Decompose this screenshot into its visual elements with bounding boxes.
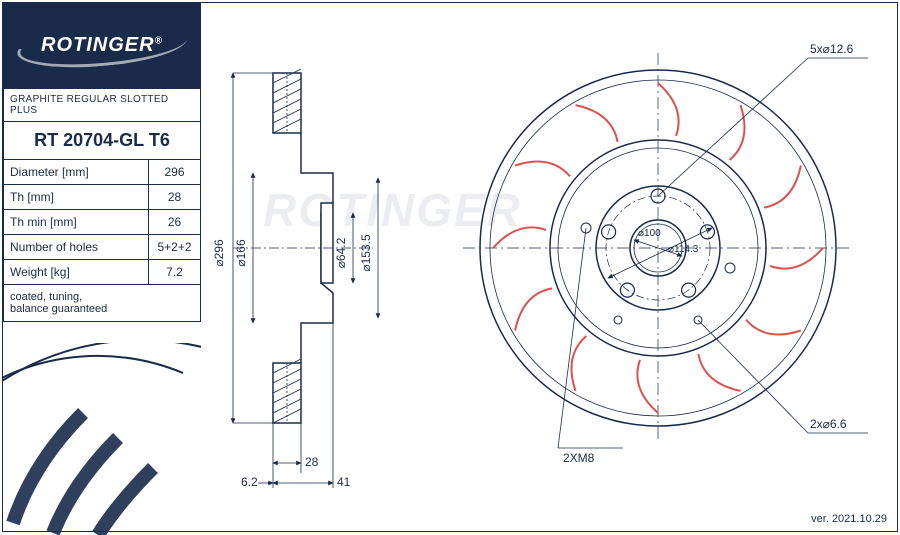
- spec-table: GRAPHITE REGULAR SLOTTED PLUS RT 20704-G…: [3, 88, 201, 322]
- spec-value: 5+2+2: [149, 235, 201, 260]
- spec-value: 28: [149, 185, 201, 210]
- dim-28: 28: [305, 455, 319, 469]
- spec-label: Th [mm]: [4, 185, 149, 210]
- notes-text: coated, tuning, balance guaranteed: [4, 285, 201, 322]
- front-view: 5x⌀12.6 2x⌀6.6 2XM8 ⌀100 ⌀114.3: [463, 42, 868, 465]
- dim-d153: ⌀153.5: [359, 234, 373, 272]
- spec-label: Th min [mm]: [4, 210, 149, 235]
- dim-d296: ⌀296: [212, 239, 226, 267]
- spec-value: 7.2: [149, 260, 201, 285]
- corner-decoration: [3, 343, 201, 535]
- spec-row: Weight [kg]7.2: [4, 260, 201, 285]
- drawing-frame: ROTINGER® GRAPHITE REGULAR SLOTTED PLUS …: [2, 2, 898, 532]
- spec-label: Diameter [mm]: [4, 160, 149, 185]
- part-row: RT 20704-GL T6: [4, 122, 201, 160]
- callout-d100: ⌀100: [638, 228, 661, 239]
- part-number: RT 20704-GL T6: [4, 122, 201, 160]
- spec-value: 296: [149, 160, 201, 185]
- spec-row: Number of holes5+2+2: [4, 235, 201, 260]
- callout-bolt: 5x⌀12.6: [810, 42, 854, 56]
- series-label: GRAPHITE REGULAR SLOTTED PLUS: [4, 89, 201, 122]
- dim-6-2: 6.2: [241, 475, 258, 489]
- callout-6-6: 2x⌀6.6: [810, 417, 847, 431]
- spec-value: 26: [149, 210, 201, 235]
- callout-d114: ⌀114.3: [668, 244, 699, 255]
- spec-row: Diameter [mm]296: [4, 160, 201, 185]
- dim-d64: ⌀64.2: [334, 237, 348, 268]
- dim-41: 41: [337, 475, 351, 489]
- spec-row: Th [mm]28: [4, 185, 201, 210]
- technical-drawing: ⌀296 ⌀166 ⌀64.2 ⌀153.5 28 41 6.2: [203, 3, 900, 533]
- notes-row: coated, tuning, balance guaranteed: [4, 285, 201, 322]
- version-label: ver. 2021.10.29: [811, 513, 887, 525]
- callout-m8: 2XM8: [563, 451, 595, 465]
- logo-panel: ROTINGER®: [3, 3, 201, 88]
- spec-row: Th min [mm]26: [4, 210, 201, 235]
- spec-label: Number of holes: [4, 235, 149, 260]
- spec-label: Weight [kg]: [4, 260, 149, 285]
- dim-d166: ⌀166: [234, 239, 248, 267]
- series-row: GRAPHITE REGULAR SLOTTED PLUS: [4, 89, 201, 122]
- side-view: ⌀296 ⌀166 ⌀64.2 ⌀153.5 28 41 6.2: [212, 69, 378, 489]
